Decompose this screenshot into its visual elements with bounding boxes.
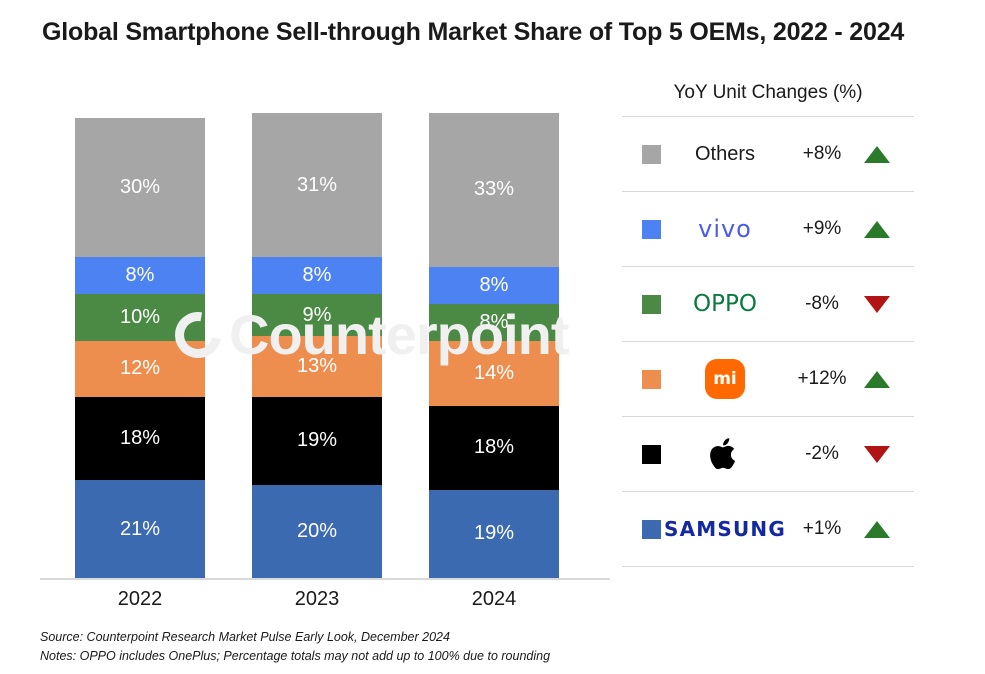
x-tick-label: 2023 xyxy=(294,588,340,610)
bar-segment-xiaomi: 12% xyxy=(75,340,205,397)
triangle-down-icon xyxy=(864,445,890,463)
legend-trend-arrow xyxy=(855,445,899,463)
bar-segment-oppo: 8% xyxy=(429,303,559,341)
legend-rows: Others +8% vivo +9% OPPO -8% mi +12% -2% SAMSUNG +… xyxy=(622,116,914,567)
bar-segment-samsung: 21% xyxy=(75,480,205,578)
xiaomi-logo-icon: mi xyxy=(705,359,745,399)
legend-header: YoY Unit Changes (%) xyxy=(673,82,863,103)
stacked-bar-chart: 30% 8% 10% 12% 18% 21% 31% 8% 9% 13% 19% 20% 33% 8%… xyxy=(40,105,610,610)
bar-segment-label: 19% xyxy=(473,522,515,545)
bar-group-2022: 30% 8% 10% 12% 18% 21% xyxy=(75,113,205,578)
bar-group-2023: 31% 8% 9% 13% 19% 20% xyxy=(252,113,382,578)
bar-segment-label: 8% xyxy=(125,264,155,287)
legend-brand-samsung: SAMSUNG xyxy=(661,492,789,566)
bar-segment-oppo: 9% xyxy=(252,294,382,337)
bar-segment-others: 33% xyxy=(429,113,559,267)
legend-row-samsung[interactable]: SAMSUNG +1% xyxy=(622,492,914,567)
triangle-up-icon xyxy=(864,220,890,238)
bar-segment-label: 8% xyxy=(302,264,332,287)
bar-segment-label: 33% xyxy=(473,178,515,201)
x-tick-label: 2022 xyxy=(117,588,163,610)
legend-row-others[interactable]: Others +8% xyxy=(622,117,914,192)
footer-notes: Source: Counterpoint Research Market Pul… xyxy=(40,628,550,666)
legend-change-value: +1% xyxy=(802,518,842,539)
legend-row-apple[interactable]: -2% xyxy=(622,417,914,492)
bar-segment-label: 19% xyxy=(296,429,338,452)
legend-trend-arrow xyxy=(855,295,899,313)
legend-change-value: +9% xyxy=(802,218,842,239)
x-tick-label: 2024 xyxy=(471,588,517,610)
notes-text: Notes: OPPO includes OnePlus; Percentage… xyxy=(40,648,551,663)
legend-change-value: -8% xyxy=(805,293,839,314)
legend-trend-arrow xyxy=(855,145,899,163)
bar-segment-samsung: 19% xyxy=(429,489,559,578)
samsung-logo-icon: SAMSUNG xyxy=(664,517,786,541)
bar-segment-label: 21% xyxy=(119,517,161,540)
legend-row-oppo[interactable]: OPPO -8% xyxy=(622,267,914,342)
bar-segment-label: 18% xyxy=(473,436,515,459)
bar-segment-vivo: 8% xyxy=(429,266,559,304)
bar-segment-label: 8% xyxy=(479,273,509,296)
bar-segment-apple: 19% xyxy=(252,396,382,485)
bar-segment-vivo: 8% xyxy=(75,257,205,295)
legend-row-xiaomi[interactable]: mi +12% xyxy=(622,342,914,417)
bar-segment-others: 31% xyxy=(252,113,382,258)
bar-group-2024: 33% 8% 8% 14% 18% 19% xyxy=(429,113,559,578)
legend-panel: YoY Unit Changes (%) Others +8% vivo +9% OPP… xyxy=(622,82,914,567)
legend-trend-arrow xyxy=(855,520,899,538)
bar-segment-label: 10% xyxy=(119,306,161,329)
bar-segment-label: 9% xyxy=(302,303,332,326)
x-axis-line xyxy=(40,578,610,580)
bar-segment-label: 20% xyxy=(296,520,338,542)
bar-segment-vivo: 8% xyxy=(252,257,382,295)
bar-segment-label: 14% xyxy=(473,361,515,384)
triangle-up-icon xyxy=(864,370,890,388)
legend-swatch-apple xyxy=(642,444,661,464)
bar-segment-apple: 18% xyxy=(75,396,205,481)
legend-change-value: +12% xyxy=(797,368,847,389)
page-title: Global Smartphone Sell-through Market Sh… xyxy=(42,18,905,46)
bar-segment-others: 30% xyxy=(75,117,205,258)
triangle-up-icon xyxy=(864,520,890,538)
legend-swatch-xiaomi xyxy=(642,369,661,389)
bar-segment-label: 8% xyxy=(479,310,509,333)
legend-swatch-others xyxy=(642,144,661,164)
bar-segment-label: 12% xyxy=(119,357,161,380)
bar-segment-apple: 18% xyxy=(429,405,559,490)
legend-change-value: -2% xyxy=(805,443,839,464)
x-axis-labels: 2022 2023 2024 xyxy=(40,588,610,618)
bar-segment-label: 18% xyxy=(119,427,161,450)
legend-brand-others: Others xyxy=(661,117,789,191)
bar-segment-samsung: 20% xyxy=(252,485,382,578)
bar-segment-label: 13% xyxy=(296,354,338,377)
triangle-up-icon xyxy=(864,145,890,163)
legend-brand-oppo: OPPO xyxy=(661,267,789,341)
bar-segment-xiaomi: 14% xyxy=(429,340,559,406)
bar-segment-label: 31% xyxy=(296,173,338,196)
legend-row-vivo[interactable]: vivo +9% xyxy=(622,192,914,267)
legend-brand-xiaomi: mi xyxy=(661,342,789,416)
oppo-logo-icon: OPPO xyxy=(693,291,757,317)
bar-segment-label: 30% xyxy=(119,175,161,198)
legend-brand-label: Others xyxy=(694,142,756,165)
legend-swatch-vivo xyxy=(642,219,661,239)
legend-brand-vivo: vivo xyxy=(661,192,789,266)
bar-segment-xiaomi: 13% xyxy=(252,336,382,397)
source-text: Source: Counterpoint Research Market Pul… xyxy=(40,630,450,644)
legend-brand-apple xyxy=(661,417,789,491)
legend-trend-arrow xyxy=(855,370,899,388)
bar-segment-oppo: 10% xyxy=(75,294,205,341)
legend-change-value: +8% xyxy=(802,143,842,164)
apple-logo-icon xyxy=(708,434,742,474)
legend-swatch-oppo xyxy=(642,294,661,314)
legend-trend-arrow xyxy=(855,220,899,238)
triangle-down-icon xyxy=(864,295,890,313)
vivo-logo-icon: vivo xyxy=(698,215,752,243)
legend-swatch-samsung xyxy=(642,519,661,539)
